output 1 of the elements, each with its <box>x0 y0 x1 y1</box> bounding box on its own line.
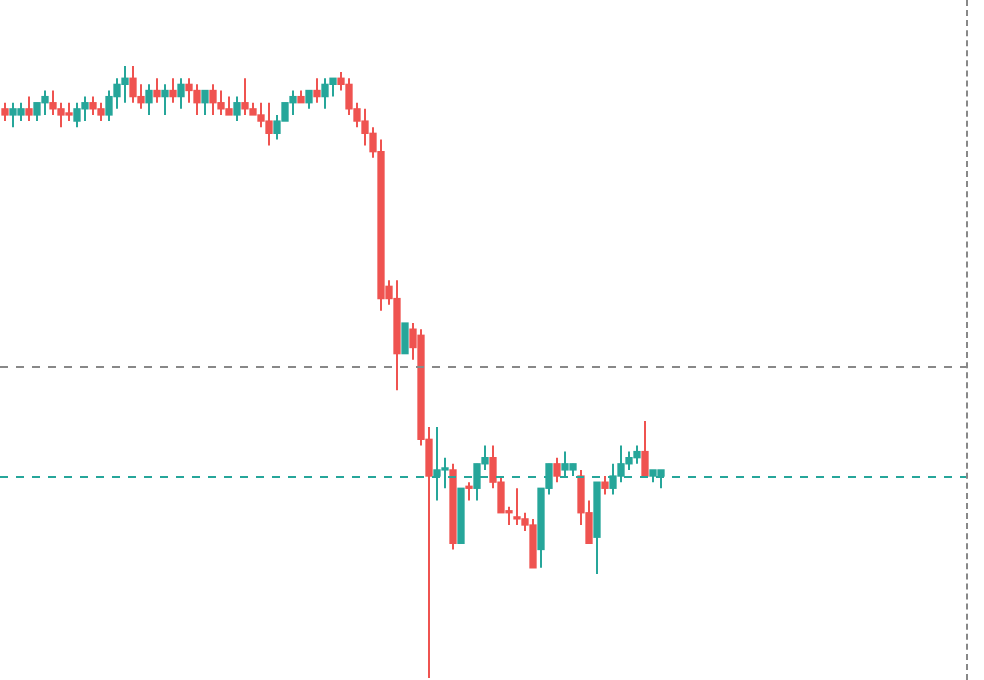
candlestick <box>513 488 521 525</box>
